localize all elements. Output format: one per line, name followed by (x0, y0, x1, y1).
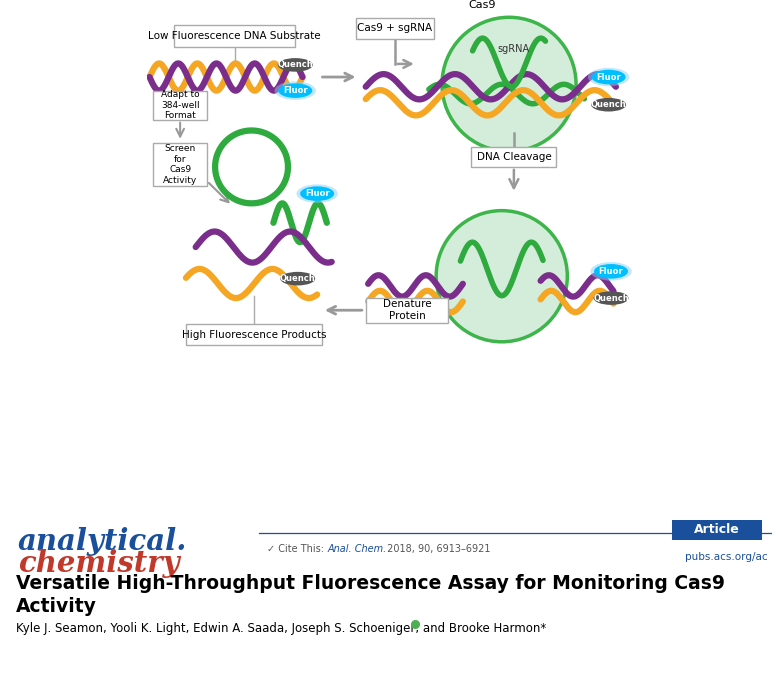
Ellipse shape (590, 262, 632, 280)
Text: chemistry: chemistry (18, 550, 179, 579)
Text: Denature
Protein: Denature Protein (383, 299, 431, 321)
Text: Quench: Quench (280, 274, 316, 283)
Ellipse shape (300, 186, 334, 201)
FancyBboxPatch shape (154, 143, 207, 186)
Text: Quench: Quench (278, 60, 313, 69)
Text: pubs.acs.org/ac: pubs.acs.org/ac (685, 552, 768, 562)
Ellipse shape (275, 81, 316, 100)
Text: analytical.: analytical. (18, 527, 187, 556)
Ellipse shape (591, 69, 626, 85)
FancyBboxPatch shape (366, 298, 448, 323)
Ellipse shape (296, 185, 338, 203)
Text: Adapt to
384-well
Format: Adapt to 384-well Format (161, 90, 200, 120)
Text: Anal. Chem.: Anal. Chem. (328, 545, 387, 555)
Ellipse shape (588, 68, 629, 86)
FancyBboxPatch shape (154, 91, 207, 120)
Text: Activity: Activity (16, 598, 97, 616)
Text: 2018, 90, 6913–6921: 2018, 90, 6913–6921 (384, 545, 491, 555)
Ellipse shape (594, 264, 628, 279)
Text: ✓ Cite This:: ✓ Cite This: (268, 545, 328, 555)
Text: DNA Cleavage: DNA Cleavage (477, 152, 551, 162)
Text: Fluor: Fluor (596, 73, 621, 81)
FancyBboxPatch shape (356, 18, 434, 39)
Text: Screen
for
Cas9
Activity: Screen for Cas9 Activity (163, 144, 197, 185)
Text: High Fluorescence Products: High Fluorescence Products (182, 330, 326, 339)
Text: Article: Article (694, 523, 739, 536)
Ellipse shape (280, 272, 315, 285)
Text: Kyle J. Seamon, Yooli K. Light, Edwin A. Saada, Joseph S. Schoeniger, and Brooke: Kyle J. Seamon, Yooli K. Light, Edwin A.… (16, 623, 546, 635)
Text: Quench: Quench (590, 100, 626, 109)
Text: Fluor: Fluor (305, 189, 329, 198)
Text: Cas9: Cas9 (469, 0, 496, 10)
Text: sgRNA: sgRNA (498, 44, 530, 54)
Circle shape (442, 17, 576, 151)
FancyBboxPatch shape (471, 148, 556, 167)
FancyBboxPatch shape (672, 520, 762, 539)
Text: Fluor: Fluor (283, 86, 307, 95)
Ellipse shape (278, 58, 313, 71)
FancyBboxPatch shape (186, 324, 322, 345)
Circle shape (436, 211, 567, 342)
Ellipse shape (591, 98, 626, 112)
Text: Fluor: Fluor (599, 267, 623, 276)
Ellipse shape (278, 83, 312, 98)
Text: Versatile High-Throughput Fluorescence Assay for Monitoring Cas9: Versatile High-Throughput Fluorescence A… (16, 575, 725, 593)
Ellipse shape (594, 291, 629, 305)
Text: Quench: Quench (593, 294, 629, 303)
FancyBboxPatch shape (174, 25, 296, 46)
Text: Cas9 + sgRNA: Cas9 + sgRNA (357, 24, 432, 33)
Text: Low Fluorescence DNA Substrate: Low Fluorescence DNA Substrate (148, 31, 321, 41)
